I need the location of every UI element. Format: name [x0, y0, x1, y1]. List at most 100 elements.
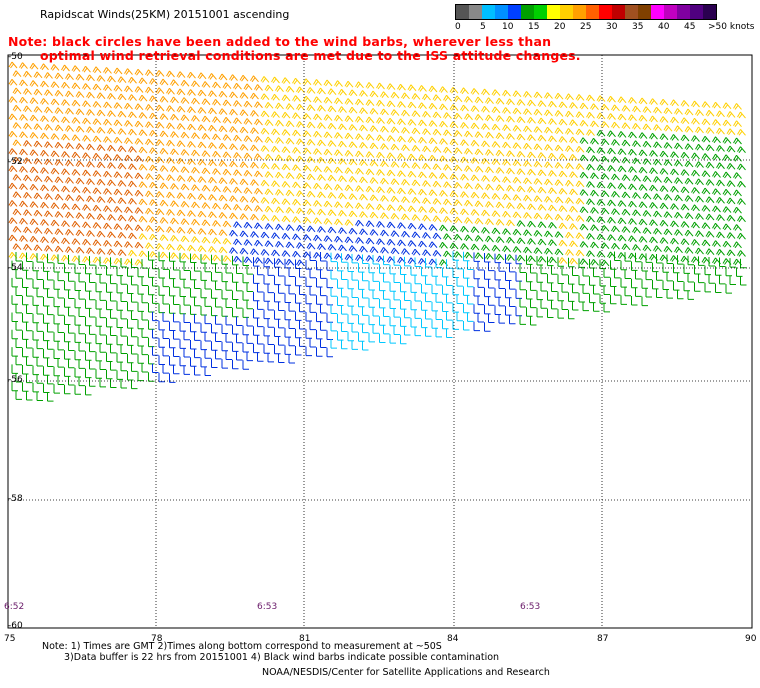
wind-barb: [533, 160, 543, 168]
wind-barb: [229, 160, 238, 168]
wind-barb: [659, 237, 669, 244]
wind-barb: [12, 174, 22, 181]
wind-barb: [558, 136, 568, 143]
wind-barb: [572, 301, 579, 311]
wind-barb: [19, 235, 28, 242]
wind-barb: [569, 257, 578, 265]
wind-barb: [544, 144, 553, 151]
wind-barb: [432, 232, 442, 240]
wind-barb: [22, 330, 29, 340]
wind-barb: [267, 266, 274, 276]
wind-barb: [586, 129, 595, 136]
wind-barb: [628, 235, 637, 243]
wind-barb: [120, 344, 127, 354]
wind-barb: [464, 113, 473, 121]
wind-barb: [222, 203, 232, 211]
legend-swatch: [534, 5, 547, 19]
wind-barb: [12, 191, 22, 199]
wind-barb: [491, 106, 501, 114]
wind-barb: [579, 137, 589, 144]
wind-barb: [578, 275, 585, 286]
wind-barb: [687, 273, 694, 283]
wind-barb: [323, 166, 333, 173]
wind-barb: [201, 202, 211, 209]
wind-barb: [183, 261, 190, 272]
wind-barb: [229, 74, 238, 81]
wind-barb: [57, 254, 64, 264]
wind-barb: [515, 272, 522, 282]
wind-barb: [470, 157, 480, 164]
wind-barb: [565, 162, 574, 170]
lon-label-84: 84: [447, 634, 459, 644]
wind-barb: [380, 91, 389, 98]
wind-barb: [36, 305, 43, 315]
wind-barb: [44, 210, 53, 218]
wind-barb: [491, 158, 501, 166]
wind-barb: [96, 178, 106, 186]
wind-barb: [544, 109, 553, 117]
wind-barb: [565, 179, 574, 187]
wind-barb: [250, 110, 259, 117]
wind-barb: [92, 222, 102, 229]
wind-barb: [32, 382, 39, 393]
wind-barb: [390, 91, 400, 99]
wind-barb: [484, 304, 491, 315]
wind-barb: [351, 305, 358, 316]
wind-barb: [362, 306, 369, 316]
wind-barb: [737, 250, 746, 257]
wind-barb: [695, 213, 704, 220]
wind-barb: [659, 219, 669, 227]
wind-barb: [621, 208, 631, 216]
wind-barb: [641, 296, 648, 307]
wind-barb: [565, 197, 574, 204]
wind-barb: [281, 94, 291, 102]
wind-barb: [103, 118, 112, 126]
wind-barb: [170, 79, 179, 86]
wind-barb: [204, 349, 211, 359]
wind-barb: [194, 331, 201, 341]
wind-barb: [162, 260, 169, 270]
wind-barb: [611, 156, 620, 164]
wind-barb: [481, 227, 490, 234]
wind-barb: [89, 290, 96, 301]
wind-barb: [477, 295, 484, 306]
wind-barb: [306, 104, 316, 112]
wind-barb: [632, 157, 641, 165]
wind-barb: [260, 179, 270, 187]
wind-barb: [246, 317, 253, 327]
wind-barb: [75, 73, 85, 81]
wind-barb: [197, 228, 207, 235]
wind-barb: [530, 298, 537, 309]
wind-barb: [117, 162, 127, 170]
wind-barb: [705, 196, 715, 204]
wind-barb: [733, 206, 742, 214]
wind-barb: [632, 123, 641, 130]
wind-barb: [117, 128, 127, 135]
wind-barb: [537, 238, 547, 246]
wind-barb: [159, 147, 169, 155]
wind-barb: [464, 96, 473, 103]
wind-barb: [296, 86, 305, 94]
wind-barb: [53, 280, 60, 290]
wind-barb: [166, 226, 175, 234]
wind-barb: [75, 143, 85, 150]
wind-barb: [33, 106, 43, 113]
wind-barb: [523, 229, 532, 237]
wind-barb: [716, 127, 725, 135]
wind-barb: [61, 99, 70, 106]
wind-barb: [169, 338, 176, 349]
wind-barb: [141, 259, 148, 269]
wind-barb: [684, 212, 694, 220]
wind-barb: [663, 142, 673, 149]
wind-barb: [722, 137, 732, 144]
wind-barb: [369, 211, 379, 219]
wind-barb: [155, 208, 165, 216]
wind-barb: [428, 102, 438, 110]
wind-barb: [722, 223, 732, 231]
wind-barb: [103, 222, 112, 230]
wind-barb: [590, 155, 599, 162]
wind-barb: [565, 249, 574, 256]
wind-barb: [128, 198, 137, 205]
wind-barb: [558, 205, 568, 212]
wind-barb: [166, 122, 175, 130]
